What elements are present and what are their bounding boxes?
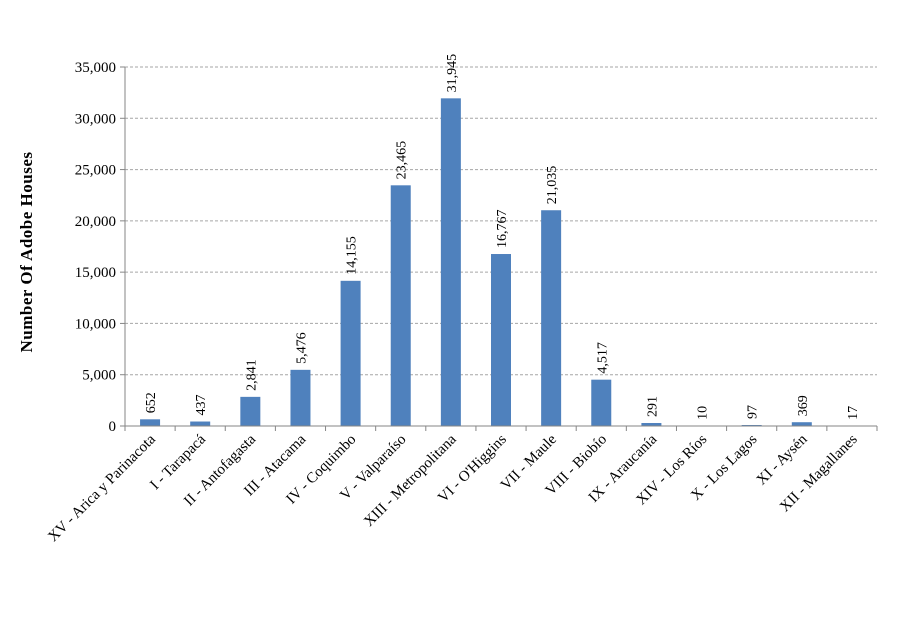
bar bbox=[491, 254, 511, 426]
y-tick-labels: 0 5,000 10,000 15,000 20,000 25,000 30,000 35,0… bbox=[75, 60, 116, 435]
data-label: 5,476 bbox=[294, 332, 309, 364]
y-tick-label: 5,000 bbox=[82, 368, 116, 384]
data-label: 4,517 bbox=[595, 342, 610, 374]
y-axis-label: Number Of Adobe Houses bbox=[17, 151, 36, 352]
data-label: 23,465 bbox=[395, 141, 410, 180]
data-label: 291 bbox=[645, 396, 660, 417]
data-label: 17 bbox=[846, 406, 861, 420]
y-tick-label: 15,000 bbox=[75, 265, 116, 281]
bar bbox=[440, 98, 461, 426]
axes bbox=[124, 67, 878, 431]
data-label: 97 bbox=[746, 405, 761, 419]
bar bbox=[140, 419, 161, 426]
bar bbox=[390, 185, 411, 426]
data-label: 437 bbox=[194, 395, 209, 416]
data-label: 369 bbox=[796, 395, 811, 416]
y-tick-label: 30,000 bbox=[75, 111, 116, 127]
bar bbox=[240, 396, 261, 426]
bar bbox=[791, 422, 812, 426]
y-tick-label: 0 bbox=[109, 419, 117, 435]
bar bbox=[290, 369, 311, 426]
data-label: 10 bbox=[696, 406, 711, 420]
data-label: 2,841 bbox=[244, 359, 259, 391]
bar bbox=[591, 379, 612, 426]
data-labels: 652 437 2,841 5,476 14,155 23,465 31,945 16,767… bbox=[144, 54, 861, 420]
x-tick-label: XIII - Metropolitana bbox=[361, 431, 460, 530]
y-tick-label: 20,000 bbox=[75, 214, 116, 230]
data-label: 21,035 bbox=[545, 166, 560, 205]
data-label: 31,945 bbox=[445, 54, 460, 93]
bar bbox=[541, 210, 562, 426]
data-label: 652 bbox=[144, 392, 159, 413]
y-tick-label: 10,000 bbox=[75, 316, 116, 332]
bar bbox=[190, 421, 211, 426]
y-tick-label: 25,000 bbox=[75, 163, 116, 179]
bars bbox=[140, 98, 862, 427]
x-tick-label: XV - Arica y Parinacota bbox=[45, 431, 159, 545]
bar bbox=[641, 423, 662, 426]
data-label: 14,155 bbox=[345, 236, 360, 275]
bar bbox=[340, 280, 361, 426]
y-tick-label: 35,000 bbox=[75, 60, 116, 76]
data-label: 16,767 bbox=[495, 210, 510, 249]
